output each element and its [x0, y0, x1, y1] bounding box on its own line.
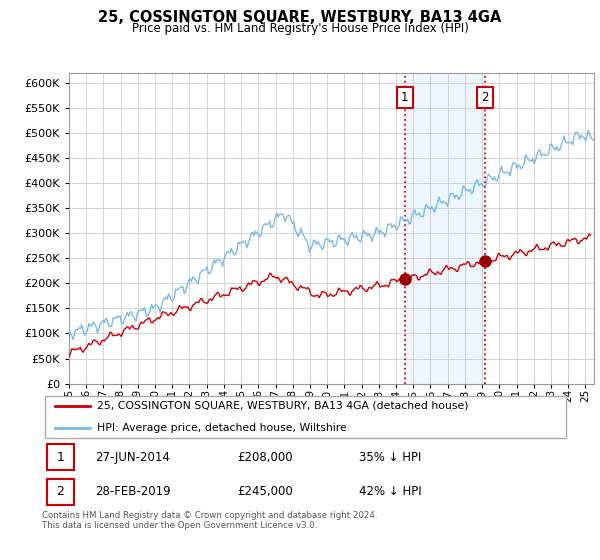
Text: 27-JUN-2014: 27-JUN-2014: [95, 451, 170, 464]
Text: Price paid vs. HM Land Registry's House Price Index (HPI): Price paid vs. HM Land Registry's House …: [131, 22, 469, 35]
Text: £208,000: £208,000: [238, 451, 293, 464]
Text: 25, COSSINGTON SQUARE, WESTBURY, BA13 4GA (detached house): 25, COSSINGTON SQUARE, WESTBURY, BA13 4G…: [97, 400, 469, 410]
Text: 1: 1: [401, 91, 409, 104]
Text: 25, COSSINGTON SQUARE, WESTBURY, BA13 4GA: 25, COSSINGTON SQUARE, WESTBURY, BA13 4G…: [98, 10, 502, 25]
Text: 35% ↓ HPI: 35% ↓ HPI: [359, 451, 421, 464]
Text: 42% ↓ HPI: 42% ↓ HPI: [359, 486, 421, 498]
Text: 2: 2: [56, 486, 64, 498]
Text: 2: 2: [481, 91, 489, 104]
Text: Contains HM Land Registry data © Crown copyright and database right 2024.
This d: Contains HM Land Registry data © Crown c…: [42, 511, 377, 530]
FancyBboxPatch shape: [44, 395, 566, 438]
FancyBboxPatch shape: [47, 444, 74, 470]
FancyBboxPatch shape: [47, 479, 74, 505]
Text: £245,000: £245,000: [238, 486, 293, 498]
Bar: [404, 73, 485, 384]
Text: 28-FEB-2019: 28-FEB-2019: [95, 486, 170, 498]
Text: HPI: Average price, detached house, Wiltshire: HPI: Average price, detached house, Wilt…: [97, 423, 347, 433]
Text: 1: 1: [56, 451, 64, 464]
